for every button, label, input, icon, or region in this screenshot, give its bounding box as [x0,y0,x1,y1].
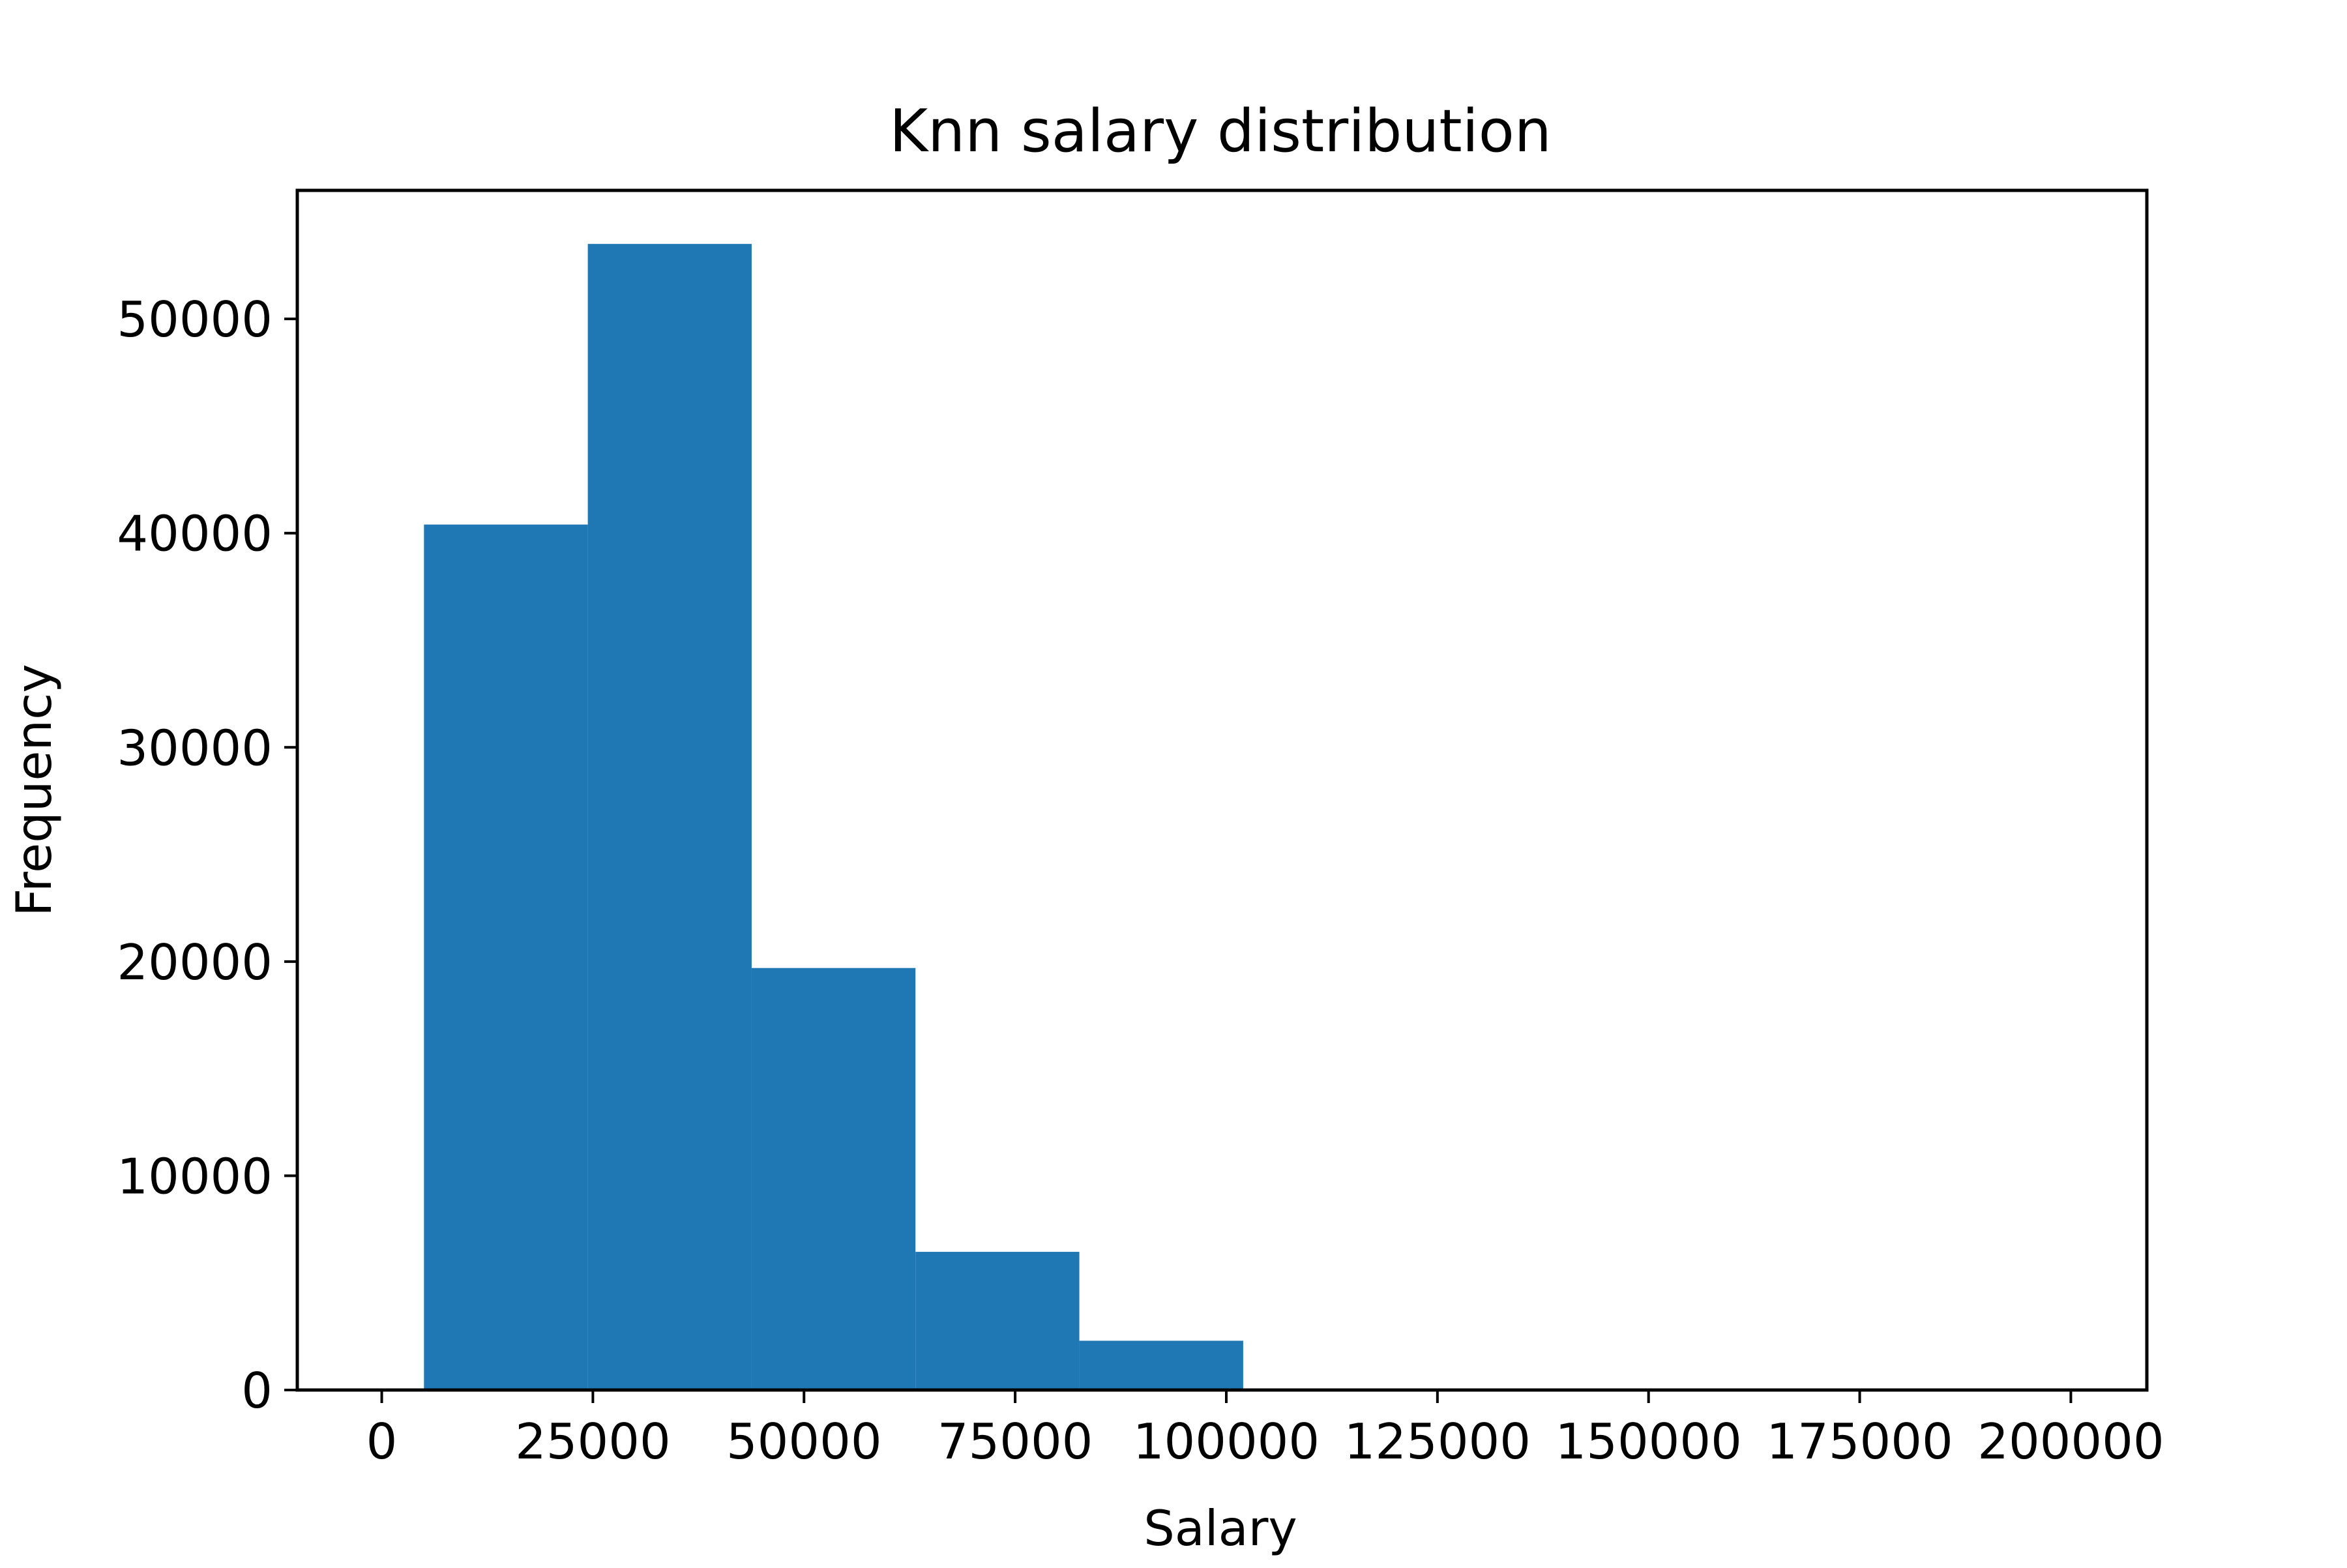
x-tick-label: 100000 [1133,1413,1320,1470]
x-tick-label: 200000 [1977,1413,2164,1470]
histogram-bar [1079,1340,1243,1390]
x-tick-label: 150000 [1556,1413,1742,1470]
y-axis-ticks: 0 10000 20000 30000 40000 50000 [117,291,297,1419]
y-tick-label: 30000 [117,719,273,777]
x-tick-label: 125000 [1344,1413,1531,1470]
y-tick-label: 20000 [117,934,273,991]
histogram-bar [424,524,588,1390]
x-tick-label: 50000 [726,1413,882,1470]
x-axis-ticks: 0 25000 50000 75000 100000 125000 150000 175000… [366,1390,2164,1470]
bars-layer [424,244,1243,1391]
y-tick-label: 0 [241,1362,273,1419]
histogram-bar [751,968,916,1390]
y-tick-label: 10000 [117,1147,273,1205]
y-tick-label: 40000 [117,505,273,563]
x-tick-label: 75000 [937,1413,1093,1470]
x-tick-label: 175000 [1766,1413,1953,1470]
plot-frame [295,188,2149,1392]
histogram-bar [915,1252,1080,1390]
y-axis-label: Frequency [5,664,63,916]
x-axis-label: Salary [1144,1500,1297,1557]
y-tick-label: 50000 [117,291,273,348]
x-tick-label: 25000 [515,1413,671,1470]
x-tick-label: 0 [366,1413,398,1470]
chart-title: Knn salary distribution [889,97,1552,166]
histogram-bar [587,244,752,1391]
